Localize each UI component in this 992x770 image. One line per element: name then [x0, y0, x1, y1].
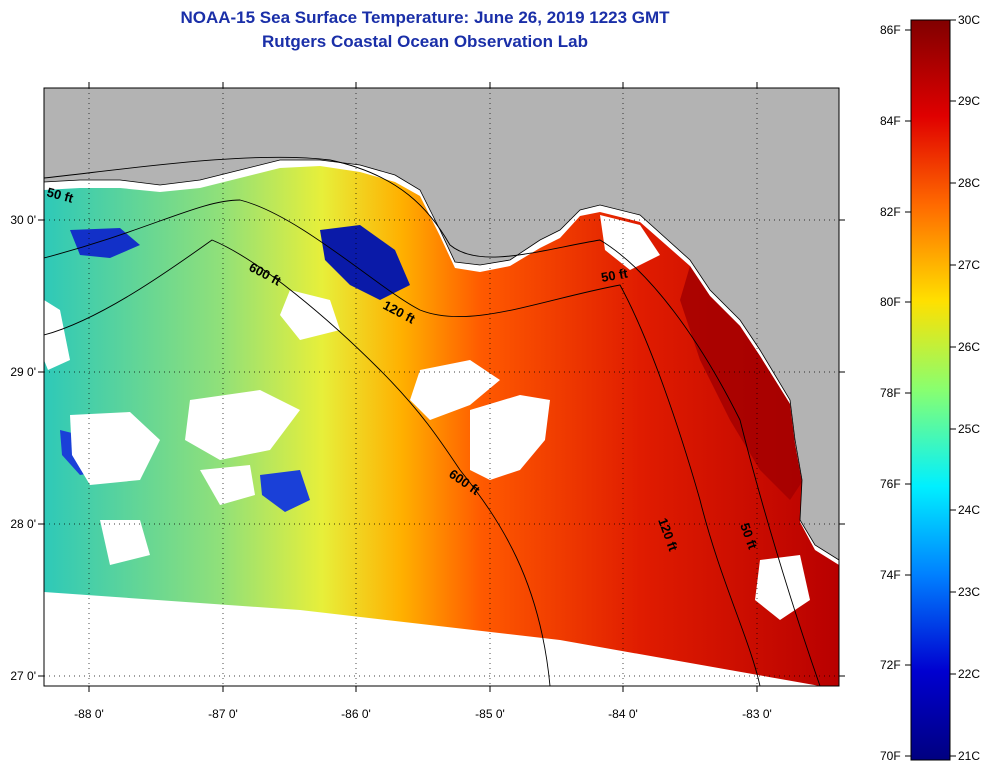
cloud-patch — [185, 390, 300, 460]
colorbar-f-label: 86F — [880, 23, 901, 37]
lon-tick-label: -87 0' — [208, 707, 238, 721]
cold-patch — [70, 228, 140, 258]
lat-tick-label: 28 0' — [10, 517, 36, 531]
colorbar-f-label: 80F — [880, 295, 901, 309]
cloud-patch — [280, 290, 340, 340]
lon-tick-label: -84 0' — [608, 707, 638, 721]
lon-tick-label: -85 0' — [475, 707, 505, 721]
isobath-50ft — [44, 156, 821, 686]
isobath-600ft — [44, 239, 551, 686]
colorbar-c-label: 28C — [958, 176, 980, 190]
map-subtitle: Rutgers Coastal Ocean Observation Lab — [262, 32, 588, 51]
colorbar-c-label: 24C — [958, 503, 980, 517]
colorbar-f-label: 82F — [880, 205, 901, 219]
colorbar-c-label: 25C — [958, 422, 980, 436]
contour-label: 50 ft — [45, 184, 75, 206]
tick-marks — [38, 82, 845, 692]
colorbar-ticks — [905, 19, 956, 757]
isobath-120ft — [44, 199, 761, 686]
lon-tick-label: -88 0' — [74, 707, 104, 721]
colorbar-c-label: 29C — [958, 94, 980, 108]
cold-patch — [260, 470, 310, 512]
colorbar-f-label: 78F — [880, 386, 901, 400]
sst-field — [44, 166, 839, 686]
colorbar-c-label: 22C — [958, 667, 980, 681]
lon-tick-label: -86 0' — [341, 707, 371, 721]
map-border — [43, 87, 840, 687]
colorbar-c-label: 23C — [958, 585, 980, 599]
lat-tick-label: 27 0' — [10, 669, 36, 683]
cloud-patch — [44, 300, 70, 370]
colorbar-c-label: 27C — [958, 258, 980, 272]
warm-water-patch — [680, 266, 802, 500]
cloud-patch — [755, 555, 810, 620]
colorbar-f-label: 72F — [880, 658, 901, 672]
colorbar-f-label: 84F — [880, 114, 901, 128]
cloud-patch — [600, 215, 660, 270]
colorbar-f-label: 76F — [880, 477, 901, 491]
cloud-patch — [70, 412, 160, 485]
colorbar-c-label: 30C — [958, 13, 980, 27]
map-title: NOAA-15 Sea Surface Temperature: June 26… — [180, 8, 670, 27]
coastline — [44, 159, 839, 561]
cloud-patch — [200, 465, 255, 505]
cloud-patch — [100, 520, 150, 565]
land-area — [44, 88, 839, 560]
lon-tick-label: -83 0' — [742, 707, 772, 721]
lat-tick-label: 30 0' — [10, 213, 36, 227]
colorbar — [910, 19, 951, 761]
contour-label: 50 ft — [600, 265, 630, 285]
colorbar-c-label: 21C — [958, 749, 980, 763]
cloud-patch — [410, 360, 500, 420]
colorbar-f-label: 74F — [880, 568, 901, 582]
lat-tick-label: 29 0' — [10, 365, 36, 379]
colorbar-c-label: 26C — [958, 340, 980, 354]
cold-patch — [320, 225, 410, 300]
colorbar-f-label: 70F — [880, 749, 901, 763]
